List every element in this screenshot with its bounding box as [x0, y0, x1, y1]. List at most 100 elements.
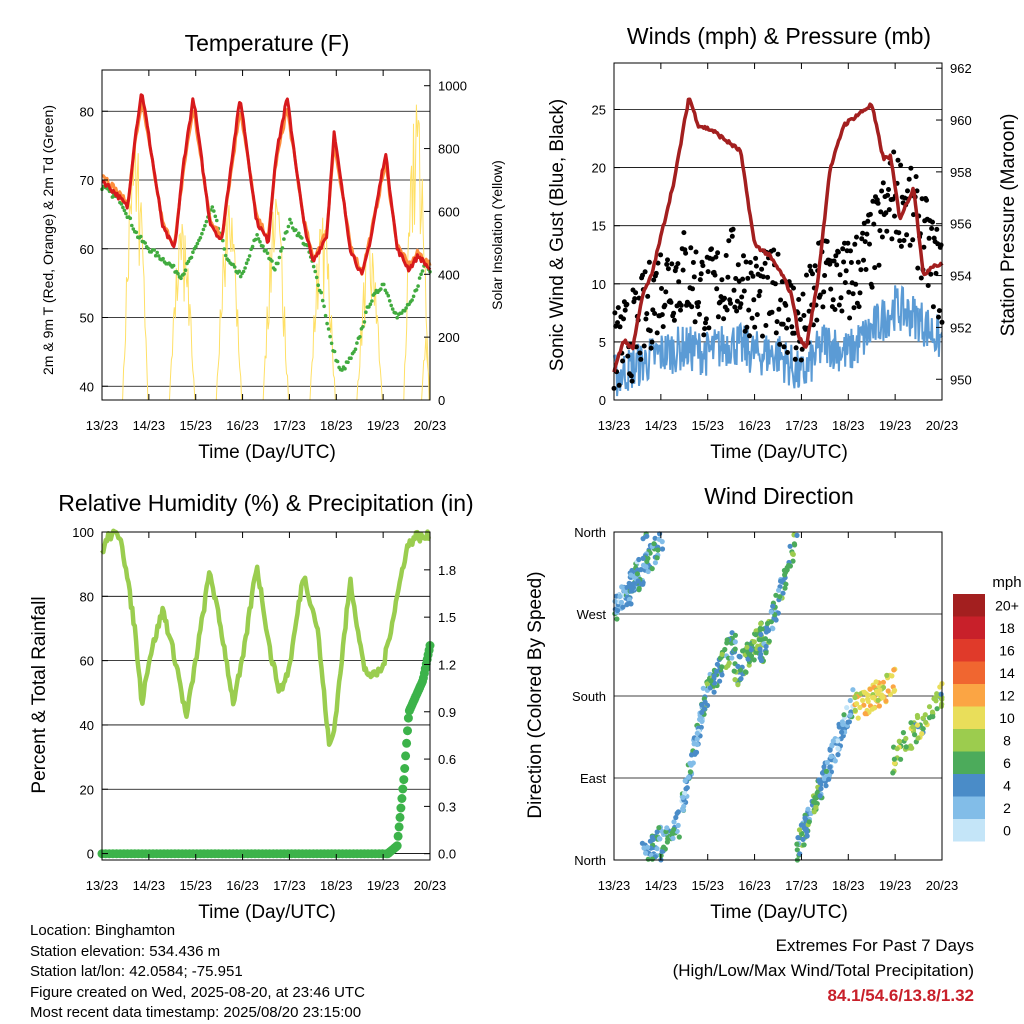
gust-point: [673, 265, 679, 270]
gust-point: [712, 272, 718, 278]
dewpoint-point: [195, 241, 200, 246]
direction-point: [768, 609, 774, 615]
direction-point: [794, 847, 800, 853]
x-tick-label: 15/23: [691, 418, 724, 433]
direction-point: [661, 844, 667, 850]
colorbar-label: 2: [1003, 800, 1011, 816]
gust-point: [821, 289, 827, 295]
gust-point: [778, 297, 784, 303]
y-tick-label: East: [580, 771, 606, 786]
y-right-tick-label: 800: [438, 142, 460, 157]
gust-point: [698, 271, 704, 277]
direction-point: [680, 794, 686, 801]
gust-point: [624, 301, 630, 307]
direction-point: [798, 822, 805, 828]
gust-point: [883, 210, 889, 216]
sonic-wind-line: [613, 285, 943, 397]
gust-point: [855, 259, 861, 265]
dewpoint-point: [332, 349, 337, 354]
gust-point: [791, 330, 797, 336]
direction-point: [891, 760, 898, 766]
gust-point: [798, 357, 804, 363]
direction-point: [908, 720, 914, 726]
direction-point: [650, 836, 656, 843]
dewpoint-point: [110, 195, 115, 199]
dewpoint-point: [131, 227, 136, 231]
dewpoint-point: [200, 231, 204, 236]
y-tick-label: 80: [80, 589, 94, 604]
dewpoint-point: [143, 241, 147, 245]
gust-point: [713, 254, 719, 260]
extremes-values: 84.1/54.6/13.8/1.32: [827, 986, 974, 1005]
colorbar-swatch: [953, 706, 985, 729]
y-tick-label: North: [574, 525, 606, 540]
direction-point: [870, 695, 876, 701]
gust-point: [832, 307, 838, 312]
gust-point: [913, 174, 919, 180]
gust-point: [859, 236, 865, 242]
gust-point: [775, 251, 781, 257]
colorbar-label: 4: [1003, 777, 1011, 793]
dewpoint-point: [368, 302, 373, 307]
gust-point: [751, 297, 757, 303]
gust-point: [734, 308, 740, 314]
direction-point: [860, 697, 866, 704]
direction-ticks: 13/23 14/23 15/23 16/23 17/23 18/23 19/23 20/23…: [572, 525, 958, 893]
gust-point: [804, 272, 809, 278]
dewpoint-point: [294, 228, 298, 232]
direction-point: [692, 751, 698, 757]
gust-point: [890, 196, 896, 202]
direction-point: [634, 571, 641, 577]
precip-point: [403, 726, 412, 736]
gust-point: [640, 272, 645, 278]
gust-point: [921, 244, 927, 250]
gust-point: [867, 211, 873, 217]
y-tick-label: 80: [80, 104, 94, 119]
dewpoint-point: [146, 246, 150, 251]
dewpoint-point: [243, 266, 247, 270]
direction-point: [937, 684, 943, 690]
dewpoint-point: [373, 291, 377, 296]
precip-point: [397, 794, 407, 803]
dewpoint-point: [420, 269, 425, 273]
dewpoint-point: [328, 334, 332, 339]
dewpoint-point: [404, 306, 408, 310]
gust-point: [824, 239, 830, 244]
x-tick-label: 16/23: [226, 418, 259, 433]
colorbar-swatch: [953, 729, 985, 752]
gust-point: [853, 281, 859, 287]
y-tick-label: 70: [80, 173, 94, 188]
gust-point: [879, 234, 885, 240]
gust-point: [715, 250, 721, 256]
gust-point: [886, 187, 891, 192]
gust-point: [705, 269, 711, 275]
dewpoint-point: [198, 236, 203, 240]
direction-point: [745, 656, 751, 662]
dewpoint-point: [289, 221, 294, 225]
direction-point: [737, 654, 743, 660]
direction-point: [880, 679, 887, 685]
x-tick-label: 18/23: [320, 878, 353, 893]
direction-point: [682, 790, 688, 797]
dewpoint-point: [213, 214, 218, 219]
gust-point: [703, 316, 709, 322]
gust-point: [840, 246, 846, 252]
direction-point: [731, 668, 737, 674]
gust-point: [848, 260, 854, 265]
temperature-plot-frame: [101, 69, 431, 401]
direction-point: [827, 747, 833, 753]
gust-point: [662, 302, 668, 308]
dewpoint-point: [346, 360, 350, 365]
direction-point: [912, 732, 918, 738]
created-text: Figure created on Wed, 2025-08-20, at 23…: [30, 983, 365, 1001]
direction-point: [854, 701, 860, 707]
colorbar-swatch: [953, 661, 985, 684]
colorbar-swatch: [953, 639, 985, 662]
gust-point: [797, 317, 803, 322]
direction-point: [828, 753, 834, 760]
direction-point: [835, 752, 841, 758]
direction-point: [938, 691, 944, 697]
gust-point: [643, 316, 649, 322]
gust-point: [908, 165, 914, 171]
y-tick-label: 0: [87, 847, 94, 862]
